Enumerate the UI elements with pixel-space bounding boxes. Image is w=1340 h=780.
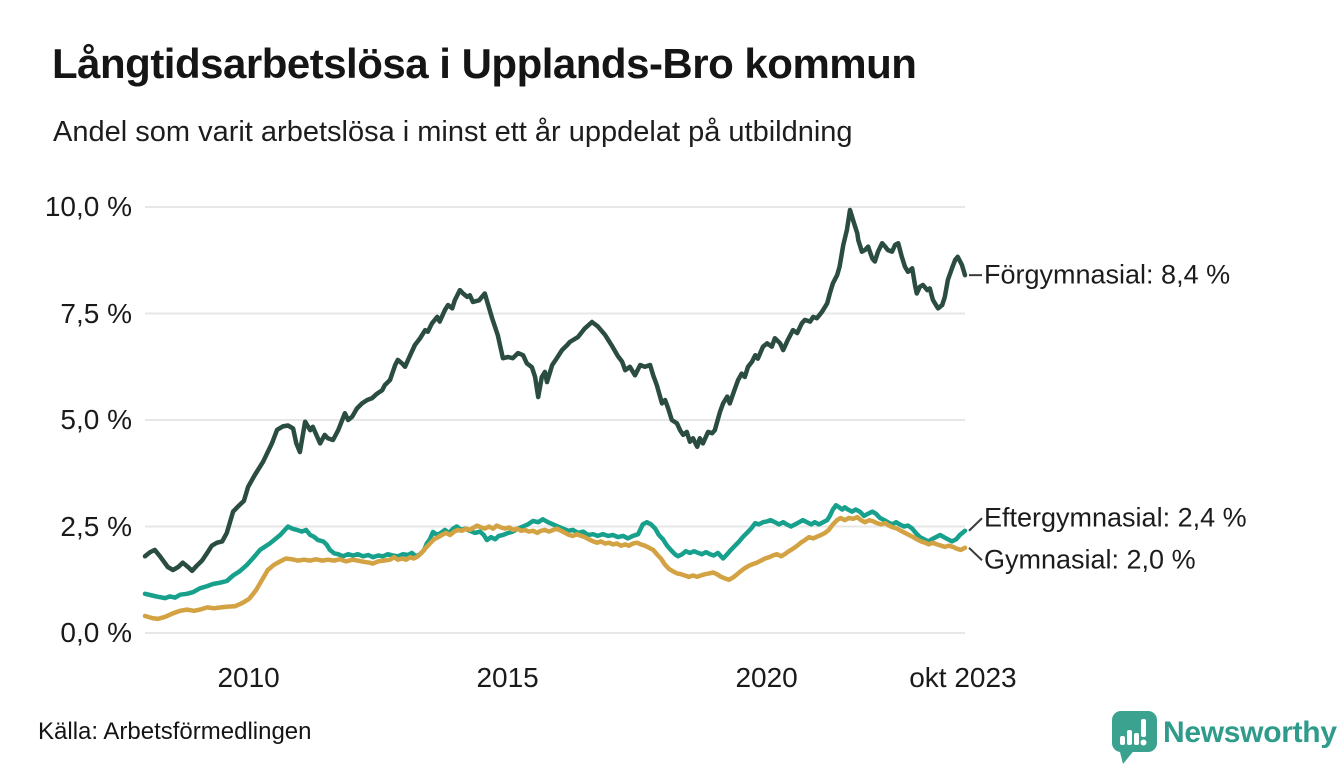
- series-label-eftergymnasial: Eftergymnasial: 2,4 %: [984, 502, 1247, 533]
- x-tick-label: 2010: [217, 662, 280, 693]
- series-line-gymnasial: [142, 514, 968, 622]
- y-tick-label: 2,5 %: [60, 510, 132, 542]
- page-title: Långtidsarbetslösa i Upplands-Bro kommun: [52, 40, 917, 87]
- y-tick-label: 0,0 %: [60, 617, 132, 648]
- x-tick-label: 2015: [476, 662, 539, 693]
- label-connector: [968, 517, 983, 532]
- y-tick-label: 7,5 %: [60, 297, 132, 329]
- series-line-eftergymnasial: [142, 502, 968, 601]
- brand-wordmark: Newsworthy: [1163, 716, 1337, 749]
- series-line-förgymnasial: [142, 207, 968, 574]
- series-label-förgymnasial: Förgymnasial: 8,4 %: [984, 259, 1231, 290]
- label-connector: [968, 547, 983, 562]
- series-label-gymnasial: Gymnasial: 2,0 %: [984, 544, 1196, 575]
- x-tick-label: 2020: [735, 662, 798, 693]
- newsworthy-logo-icon: [1112, 711, 1157, 764]
- source-credit: Källa: Arbetsförmedlingen: [38, 718, 312, 745]
- page-subtitle: Andel som varit arbetslösa i minst ett å…: [53, 116, 853, 148]
- y-tick-label: 10,0 %: [44, 191, 132, 222]
- x-tick-label: okt 2023: [909, 662, 1017, 693]
- y-tick-label: 5,0 %: [60, 404, 132, 435]
